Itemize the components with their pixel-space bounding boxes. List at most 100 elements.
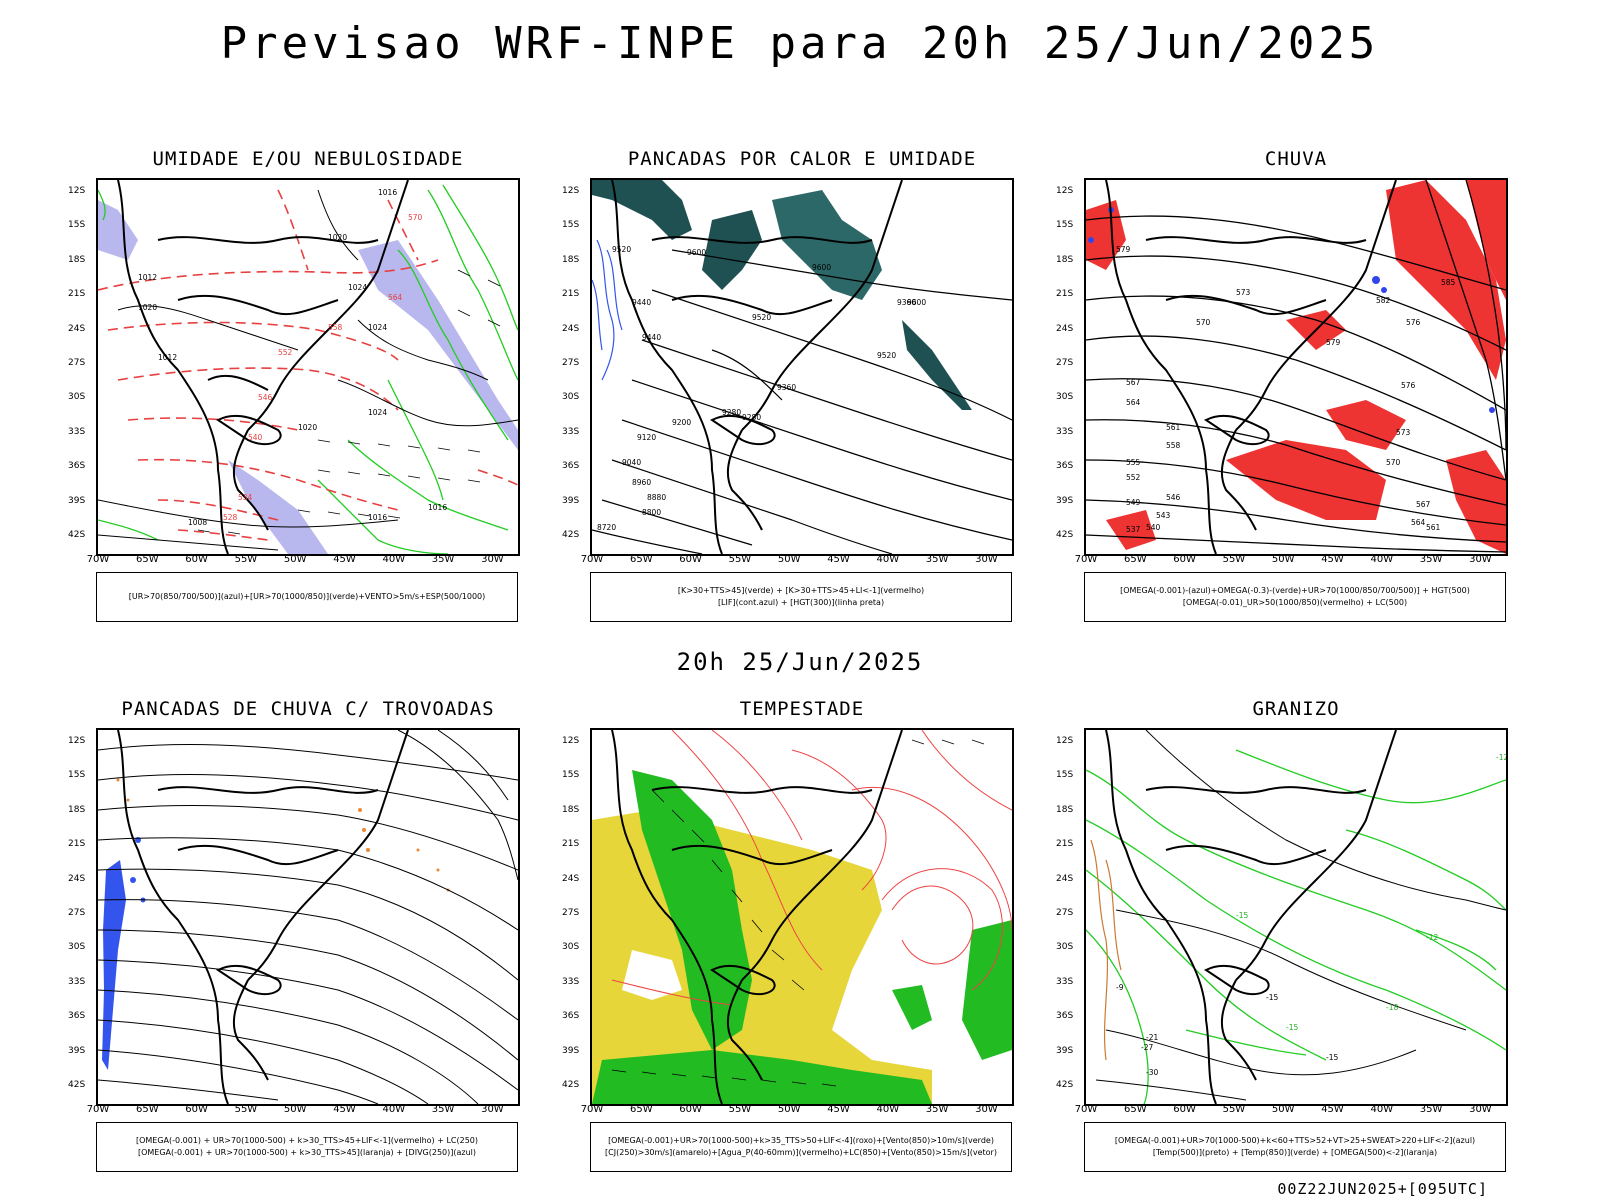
contour-label: 8800 — [642, 508, 661, 517]
lat-tick-label: 15S — [68, 770, 86, 781]
lat-tick-label: 30S — [562, 942, 580, 953]
lon-tick-label: 30W — [1469, 554, 1492, 565]
legend-line: [OMEGA(-0.001) + UR>70(1000-500) + k>30_… — [137, 1148, 477, 1157]
lon-tick-label: 35W — [1419, 554, 1443, 565]
lon-tick-label: 70W — [86, 1104, 110, 1115]
panel-title: PANCADAS DE CHUVA C/ TROVOADAS — [121, 698, 495, 720]
lat-tick-label: 33S — [562, 426, 580, 437]
lon-tick-label: 60W — [1173, 1104, 1196, 1115]
contour-label: 9440 — [642, 333, 661, 342]
lon-tick-label: 45W — [1321, 554, 1344, 565]
lon-tick-label: 45W — [333, 554, 356, 565]
lat-tick-label: 27S — [68, 358, 86, 368]
lon-tick-label: 65W — [1123, 1104, 1147, 1115]
contour-label: 9360 — [897, 298, 916, 307]
lat-tick-label: 27S — [562, 908, 580, 918]
lat-tick-label: 18S — [68, 254, 86, 265]
contour-label: 9520 — [877, 351, 896, 360]
lon-tick-label: 30W — [481, 554, 504, 565]
forecast-time-label: 20h 25/Jun/2025 — [676, 648, 924, 676]
lat-tick-label: 33S — [562, 976, 580, 987]
panel-title: UMIDADE E/OU NEBULOSIDADE — [152, 148, 464, 170]
lat-tick-label: 42S — [1056, 1080, 1074, 1090]
contour-label: 570 — [1196, 318, 1211, 327]
lat-tick-label: 21S — [68, 289, 86, 300]
contour-label: 576 — [1401, 381, 1416, 390]
contour-label: 570 — [1386, 458, 1401, 467]
lon-tick-label: 65W — [135, 554, 159, 565]
panel-legend: [OMEGA(-0.001)+UR>70(1000-500)+k>35_TTS>… — [590, 1122, 1012, 1172]
map-umidade: 1016 1020 1012 1020 1024 1024 1020 1012 1008 1016… — [96, 178, 520, 556]
lat-tick-label: 42S — [562, 1080, 580, 1090]
lon-tick-label: 40W — [382, 1104, 406, 1115]
lat-tick-label: 33S — [1056, 976, 1074, 987]
lon-tick-label: 40W — [1370, 1104, 1394, 1115]
lon-tick-label: 70W — [86, 554, 110, 565]
contour-label: 1024 — [368, 408, 387, 417]
lat-tick-label: 18S — [562, 254, 580, 265]
panel-title: PANCADAS POR CALOR E UMIDADE — [627, 148, 977, 170]
contour-label: 9280 — [722, 408, 741, 417]
lon-tick-label: 55W — [234, 554, 258, 565]
contour-label: -18 — [1386, 1003, 1398, 1012]
contour-label: 573 — [1236, 288, 1251, 297]
lat-tick-label: 39S — [1056, 1045, 1074, 1056]
lon-tick-label: 70W — [580, 554, 604, 565]
contour-label: 9520 — [752, 313, 771, 322]
contour-label: 561 — [1426, 523, 1441, 532]
contour-label: 8960 — [632, 478, 651, 487]
lat-tick-label: 42S — [562, 530, 580, 540]
legend-line: [K>30+TTS>45](verde) + [K>30+TTS>45+LI<-… — [677, 586, 925, 595]
lat-tick-label: 15S — [1056, 220, 1074, 231]
contour-label: -30 — [1146, 1068, 1158, 1077]
lat-tick-label: 36S — [68, 1011, 86, 1022]
contour-label: 9040 — [622, 458, 641, 467]
lon-tick-label: 50W — [1271, 1104, 1295, 1115]
lat-tick-label: 18S — [562, 804, 580, 815]
contour-label: -9 — [1116, 983, 1124, 992]
contour-label: 1020 — [298, 423, 317, 432]
lat-tick-label: 12S — [68, 186, 86, 196]
lon-tick-label: 65W — [135, 1104, 159, 1115]
lon-tick-label: 45W — [827, 1104, 850, 1115]
contour-label: -12 — [1426, 933, 1438, 942]
lat-tick-label: 18S — [1056, 804, 1074, 815]
contour-label: 8880 — [647, 493, 666, 502]
lat-tick-label: 12S — [68, 736, 86, 746]
contour-label: 573 — [1396, 428, 1411, 437]
lat-tick-label: 39S — [68, 1045, 86, 1056]
contour-label: 9120 — [637, 433, 656, 442]
lat-tick-label: 12S — [562, 186, 580, 196]
contour-label: 9600 — [907, 298, 926, 307]
lon-tick-label: 50W — [1271, 554, 1295, 565]
lon-tick-label: 45W — [1321, 1104, 1344, 1115]
lat-tick-label: 15S — [562, 220, 580, 231]
lat-tick-label: 30S — [68, 392, 86, 403]
legend-line: [OMEGA(-0.001)-(azul)+OMEGA(-0.3)-(verde… — [1120, 586, 1470, 595]
lat-tick-label: 39S — [562, 495, 580, 506]
contour-label: 1024 — [348, 283, 367, 292]
contour-label: 1016 — [428, 503, 447, 512]
contour-label: 552 — [278, 348, 293, 357]
panel-title: GRANIZO — [1252, 698, 1340, 720]
lon-tick-label: 35W — [1419, 1104, 1443, 1115]
lon-tick-label: 35W — [431, 554, 455, 565]
lon-tick-label: 35W — [431, 1104, 455, 1115]
lat-tick-label: 27S — [68, 908, 86, 918]
lon-tick-label: 55W — [1222, 1104, 1246, 1115]
contour-label: 582 — [1376, 296, 1391, 305]
lat-axis: 12S 15S 18S 21S 24S 27S 30S 33S 36S 39S 42S — [1056, 178, 1084, 556]
lat-tick-label: 42S — [68, 530, 86, 540]
map-pancadas-calor: 9520 9600 9440 9520 9600 9360 9440 9280 9200 9120… — [590, 178, 1014, 556]
panel-title: TEMPESTADE — [739, 698, 865, 720]
contour-label: 534 — [238, 493, 253, 502]
lat-axis: 12S 15S 18S 21S 24S 27S 30S 33S 36S 39S 42S — [68, 728, 96, 1106]
lon-tick-label: 60W — [1173, 554, 1196, 565]
contour-label: 579 — [1116, 245, 1131, 254]
contour-label: 543 — [1156, 511, 1171, 520]
lon-tick-label: 35W — [925, 554, 949, 565]
contour-label: 9520 — [612, 245, 631, 254]
lat-tick-label: 15S — [68, 220, 86, 231]
lon-tick-label: 55W — [728, 1104, 752, 1115]
contour-label: 9280 — [742, 413, 761, 422]
